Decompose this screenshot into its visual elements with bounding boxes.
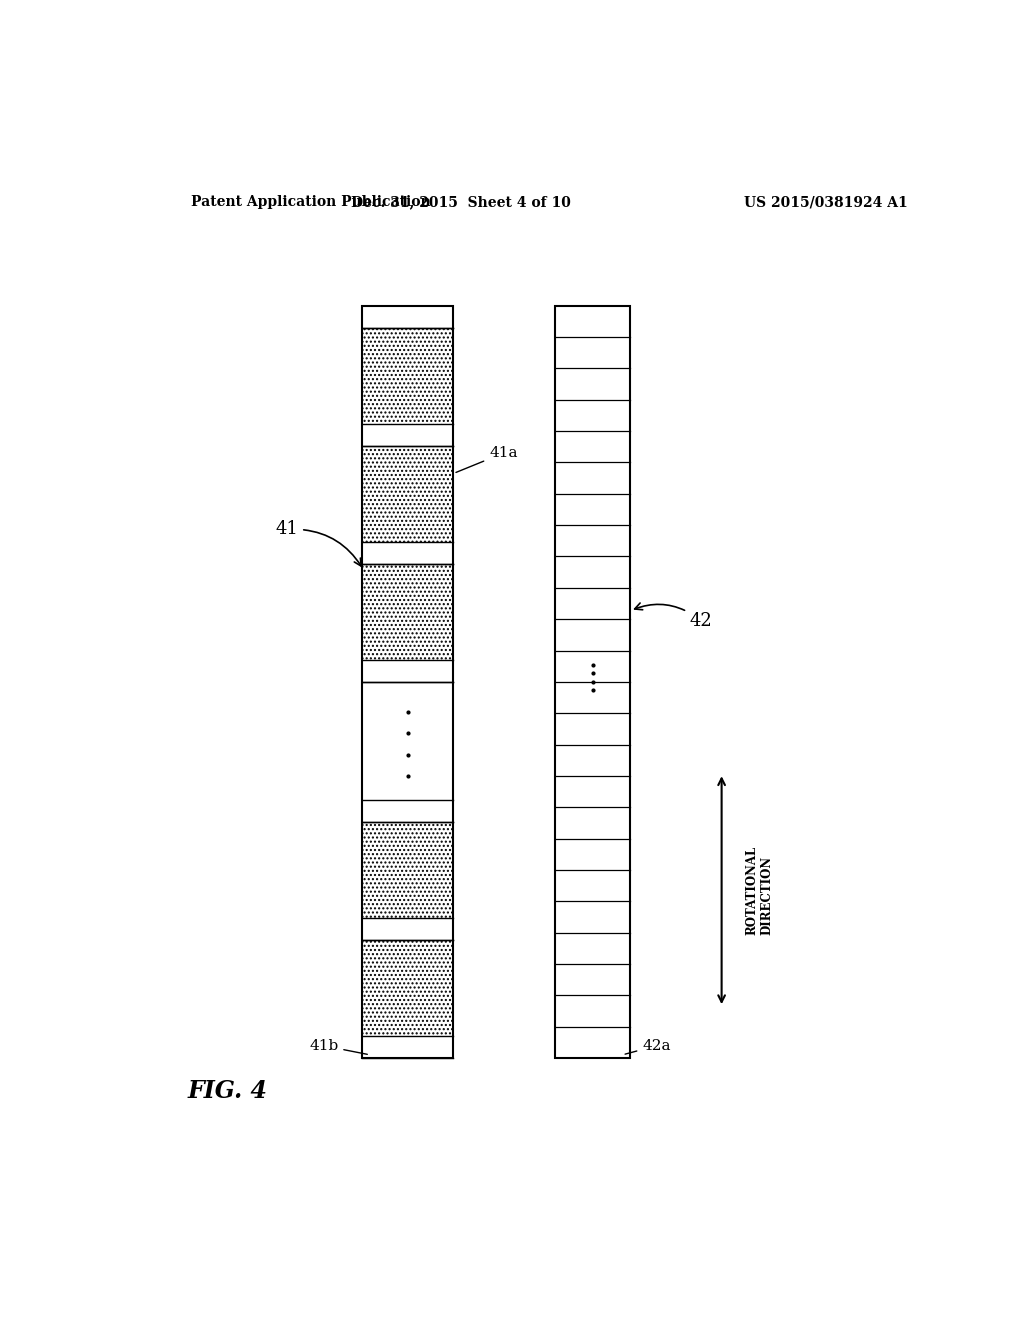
Bar — [362, 822, 454, 917]
Text: 41b: 41b — [309, 1039, 368, 1055]
Text: Patent Application Publication: Patent Application Publication — [191, 195, 431, 209]
Bar — [555, 306, 631, 1057]
Text: Dec. 31, 2015  Sheet 4 of 10: Dec. 31, 2015 Sheet 4 of 10 — [351, 195, 571, 209]
Bar — [362, 446, 454, 541]
Text: ROTATIONAL
DIRECTION: ROTATIONAL DIRECTION — [745, 846, 773, 935]
Text: 41: 41 — [275, 520, 361, 566]
Text: FIG. 4: FIG. 4 — [187, 1080, 267, 1104]
Bar — [362, 306, 454, 1057]
Bar — [362, 940, 454, 1036]
Bar — [362, 564, 454, 660]
Text: 41a: 41a — [456, 446, 517, 473]
Bar — [362, 327, 454, 424]
Text: 42a: 42a — [625, 1039, 671, 1055]
Text: 42: 42 — [635, 603, 713, 630]
Text: US 2015/0381924 A1: US 2015/0381924 A1 — [744, 195, 908, 209]
